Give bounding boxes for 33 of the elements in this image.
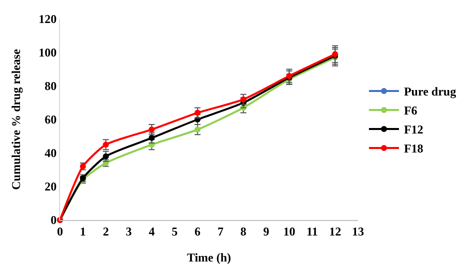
x-tick-label: 9 [263,224,270,238]
x-tick-label: 2 [102,224,109,238]
point [148,134,155,141]
y-tick-label: 0 [50,213,57,228]
point [240,96,246,102]
y-tick-label: 80 [44,79,57,94]
x-tick-label: 8 [240,224,246,238]
x-tick-label: 7 [217,224,224,238]
y-tick-label: 100 [38,46,57,60]
x-tick-label: 11 [306,224,318,238]
legend-label: F6 [404,104,418,118]
point [194,110,201,116]
x-tick-label: 1 [80,224,86,238]
y-tick-label: 40 [44,146,57,160]
y-tick-label: 20 [44,180,57,194]
x-tick-label: 3 [126,224,132,238]
x-tick-label: 6 [194,224,201,238]
y-tick-label: 60 [44,112,57,127]
y-tick-label: 120 [38,12,57,26]
point [148,126,155,133]
legend-label: Pure drug [404,84,456,99]
point [194,126,201,133]
y-axis-title: Cumulative % drug release [8,48,23,190]
x-tick-label: 10 [283,224,296,238]
x-axis-title: Time (h) [186,250,232,264]
legend-label: F12 [404,122,424,137]
point [102,153,109,160]
point [102,142,109,148]
legend-label: F18 [404,142,424,156]
x-tick-label: 4 [148,224,155,238]
x-tick-label: 5 [172,224,178,238]
x-tick-label: 13 [352,224,364,238]
x-tick-label: 12 [329,224,342,238]
